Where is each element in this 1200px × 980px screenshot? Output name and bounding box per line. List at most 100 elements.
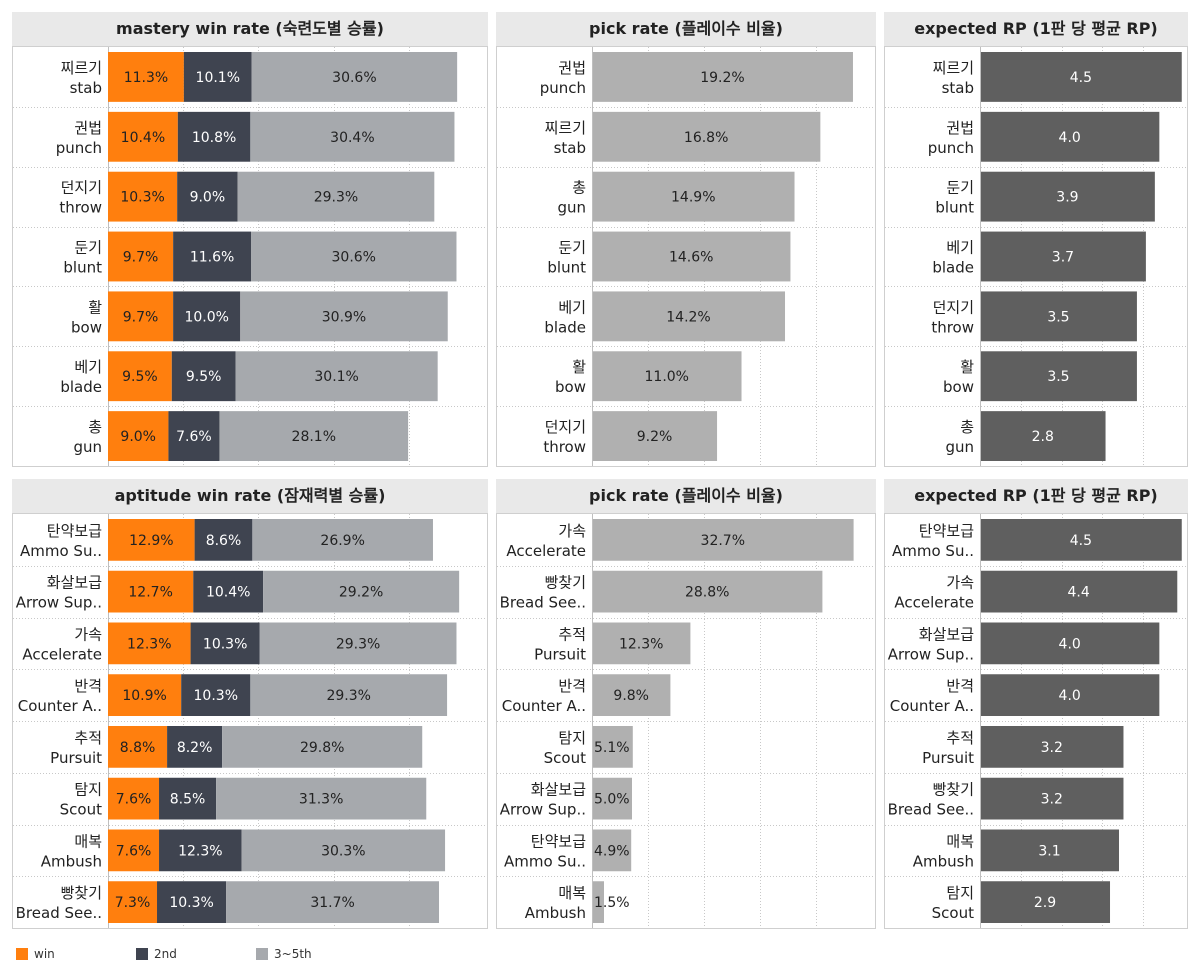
bar-ambush bbox=[593, 881, 604, 923]
data-label: 4.0 bbox=[1059, 636, 1081, 652]
data-label: 3.5 bbox=[1047, 369, 1069, 385]
bar-2nd-scout bbox=[159, 777, 217, 820]
aptitude-pick-rate-chart: 가속 Accelerate 32.7% 빵찾기 Bread See.. 28.8% 추적 Pu… bbox=[497, 514, 875, 928]
bar-2nd-arrow-sup bbox=[193, 570, 264, 613]
bar-3-5th-stab bbox=[251, 52, 458, 102]
category-label-ko: 매복 bbox=[74, 832, 102, 850]
category-label-en: Arrow Sup.. bbox=[16, 594, 102, 612]
category-label-en: bow bbox=[555, 378, 586, 396]
panel-title: pick rate (플레이수 비율) bbox=[496, 479, 876, 513]
category-label-ko: 추적 bbox=[558, 625, 586, 643]
bar-stab bbox=[981, 52, 1182, 102]
data-label: 3.7 bbox=[1052, 250, 1074, 266]
panel-title: expected RP (1판 당 평균 RP) bbox=[884, 12, 1188, 46]
bar-3-5th-blade bbox=[235, 351, 438, 402]
bar-bread-see bbox=[981, 777, 1124, 820]
category-label-en: Scout bbox=[544, 749, 586, 767]
data-label: 11.3% bbox=[124, 70, 168, 86]
panel-title: mastery win rate (숙련도별 승률) bbox=[12, 12, 488, 46]
category-label-en: bow bbox=[943, 378, 974, 396]
bar-win-throw bbox=[108, 171, 178, 222]
bar-throw bbox=[981, 291, 1137, 342]
data-label: 16.8% bbox=[684, 130, 728, 146]
data-label: 10.8% bbox=[192, 130, 236, 146]
bar-2nd-accelerate bbox=[190, 622, 260, 665]
category-label-en: blunt bbox=[935, 199, 974, 217]
data-label: 14.9% bbox=[671, 190, 715, 206]
data-label: 4.9% bbox=[594, 843, 630, 859]
bar-2nd-blade bbox=[171, 351, 236, 402]
category-label-en: Counter A.. bbox=[502, 697, 586, 715]
category-label-en: Ammo Su.. bbox=[504, 852, 586, 870]
data-label: 10.3% bbox=[169, 895, 213, 911]
category-label-en: Scout bbox=[932, 904, 974, 922]
category-label-en: Pursuit bbox=[534, 645, 586, 663]
category-label-en: Counter A.. bbox=[18, 697, 102, 715]
bar-blunt bbox=[981, 171, 1155, 222]
data-label: 29.3% bbox=[326, 688, 370, 704]
bar-2nd-blunt bbox=[173, 231, 252, 282]
category-label-en: blade bbox=[60, 378, 102, 396]
category-label-en: punch bbox=[928, 139, 974, 157]
category-label-en: Ambush bbox=[41, 852, 102, 870]
bar-counter-a bbox=[981, 674, 1160, 716]
bar-counter-a bbox=[593, 674, 671, 716]
data-label: 30.6% bbox=[332, 70, 376, 86]
data-label: 29.2% bbox=[339, 585, 383, 601]
bar-2nd-punch bbox=[177, 111, 251, 162]
category-label-en: gun bbox=[73, 438, 102, 456]
category-label-en: Pursuit bbox=[50, 749, 102, 767]
category-label-ko: 빵찾기 bbox=[933, 781, 974, 799]
data-label: 32.7% bbox=[701, 533, 745, 549]
category-label-en: blade bbox=[932, 259, 974, 277]
category-label-ko: 둔기 bbox=[946, 179, 974, 197]
mastery-win-rate-panel: mastery win rate (숙련도별 승률) 찌르기 stab 11.3% 1… bbox=[12, 12, 488, 467]
category-label-en: throw bbox=[931, 318, 974, 336]
category-label-en: throw bbox=[543, 438, 586, 456]
category-label-en: Ambush bbox=[525, 904, 586, 922]
panel-title: aptitude win rate (잠재력별 승률) bbox=[12, 479, 488, 513]
data-label: 10.9% bbox=[122, 688, 166, 704]
data-label: 8.2% bbox=[177, 740, 213, 756]
category-label-en: Accelerate bbox=[22, 645, 102, 663]
data-label: 3.5 bbox=[1047, 309, 1069, 325]
panel-title: expected RP (1판 당 평균 RP) bbox=[884, 479, 1188, 513]
data-label: 31.7% bbox=[310, 895, 354, 911]
bar-3-5th-ambush bbox=[241, 829, 446, 872]
data-label: 10.3% bbox=[120, 190, 164, 206]
data-label: 4.0 bbox=[1059, 688, 1081, 704]
mastery-expected-rp-chart: 찌르기 stab 4.5 권법 punch 4.0 둔기 blunt 3.9 베기 blade 3.7… bbox=[885, 47, 1187, 466]
data-label: 30.6% bbox=[332, 250, 376, 266]
bar-accelerate bbox=[981, 570, 1178, 613]
category-label-en: Pursuit bbox=[922, 749, 974, 767]
category-label-en: throw bbox=[59, 199, 102, 217]
bar-2nd-pursuit bbox=[167, 726, 223, 768]
data-label: 3.2 bbox=[1041, 740, 1063, 756]
category-label-en: punch bbox=[56, 139, 102, 157]
category-label-en: Ammo Su.. bbox=[892, 542, 974, 560]
category-label-en: blade bbox=[544, 318, 586, 336]
legend-swatch-3-5th bbox=[256, 948, 268, 960]
data-label: 9.7% bbox=[123, 250, 159, 266]
data-label: 26.9% bbox=[320, 533, 364, 549]
category-label-en: Bread See.. bbox=[888, 801, 974, 819]
data-label: 8.6% bbox=[206, 533, 242, 549]
data-label: 10.1% bbox=[196, 70, 240, 86]
bar-ammo-su bbox=[981, 519, 1182, 561]
data-label: 12.3% bbox=[127, 636, 171, 652]
bar-3-5th-counter-a bbox=[250, 674, 448, 716]
data-label: 29.3% bbox=[336, 636, 380, 652]
data-label: 12.3% bbox=[178, 843, 222, 859]
category-label-en: bow bbox=[71, 318, 102, 336]
bar-arrow-sup bbox=[593, 777, 632, 820]
bar-2nd-throw bbox=[177, 171, 238, 222]
data-label: 1.5% bbox=[594, 895, 630, 911]
category-label-en: gun bbox=[945, 438, 974, 456]
category-label-ko: 던지기 bbox=[61, 179, 102, 197]
mastery-win-rate-chart: 찌르기 stab 11.3% 10.1% 30.6% 권법 punch 10.4% 10.8% 3… bbox=[13, 47, 487, 466]
data-label: 4.5 bbox=[1070, 533, 1092, 549]
data-label: 10.0% bbox=[184, 309, 228, 325]
mastery-pick-rate-chart: 권법 punch 19.2% 찌르기 stab 16.8% 총 gun 14.9% 둔기 blunt… bbox=[497, 47, 875, 466]
category-label-ko: 탐지 bbox=[946, 884, 974, 902]
category-label-ko: 탄약보급 bbox=[47, 522, 102, 540]
